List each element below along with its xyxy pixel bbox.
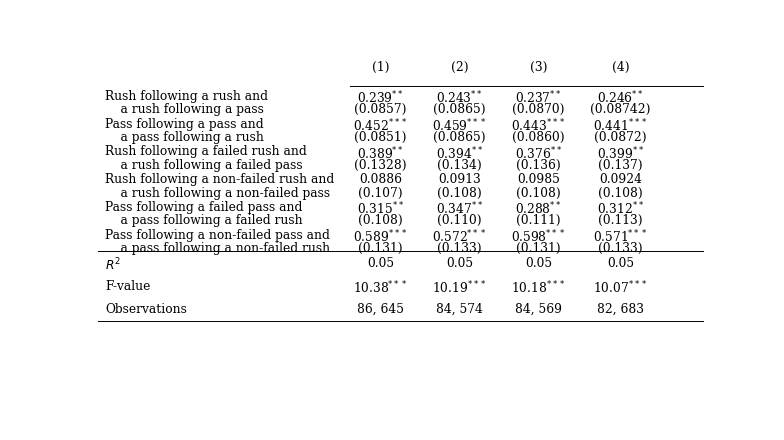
Text: Pass following a non-failed pass and: Pass following a non-failed pass and (105, 229, 330, 242)
Text: 0.571$^{***}$: 0.571$^{***}$ (593, 229, 648, 245)
Text: Rush following a failed rush and: Rush following a failed rush and (105, 145, 307, 158)
Text: 10.18$^{***}$: 10.18$^{***}$ (511, 279, 566, 296)
Text: (0.0865): (0.0865) (434, 131, 486, 144)
Text: (0.08742): (0.08742) (590, 103, 651, 116)
Text: (0.0872): (0.0872) (594, 131, 647, 144)
Text: (0.131): (0.131) (358, 242, 403, 255)
Text: 0.389$^{**}$: 0.389$^{**}$ (357, 145, 404, 162)
Text: (0.0851): (0.0851) (354, 131, 407, 144)
Text: 10.07$^{***}$: 10.07$^{***}$ (593, 279, 648, 296)
Text: Pass following a pass and: Pass following a pass and (105, 117, 264, 131)
Text: a rush following a failed pass: a rush following a failed pass (105, 159, 303, 172)
Text: (0.1328): (0.1328) (354, 159, 407, 172)
Text: 0.246$^{**}$: 0.246$^{**}$ (597, 90, 644, 106)
Text: (0.0857): (0.0857) (354, 103, 407, 116)
Text: 0.237$^{**}$: 0.237$^{**}$ (515, 90, 562, 106)
Text: (0.133): (0.133) (437, 242, 482, 255)
Text: (0.107): (0.107) (358, 187, 403, 200)
Text: (4): (4) (612, 61, 630, 74)
Text: 0.288$^{**}$: 0.288$^{**}$ (515, 201, 562, 217)
Text: (0.136): (0.136) (516, 159, 561, 172)
Text: 0.572$^{***}$: 0.572$^{***}$ (432, 229, 487, 245)
Text: (0.113): (0.113) (598, 214, 643, 227)
Text: (0.108): (0.108) (516, 187, 561, 200)
Text: 0.441$^{***}$: 0.441$^{***}$ (593, 117, 648, 134)
Text: 0.239$^{**}$: 0.239$^{**}$ (358, 90, 404, 106)
Text: a rush following a non-failed pass: a rush following a non-failed pass (105, 187, 330, 200)
Text: (0.0870): (0.0870) (512, 103, 564, 116)
Text: (0.108): (0.108) (437, 187, 482, 200)
Text: (0.137): (0.137) (598, 159, 643, 172)
Text: 10.38$^{***}$: 10.38$^{***}$ (354, 279, 408, 296)
Text: (3): (3) (530, 61, 547, 74)
Text: Rush following a non-failed rush and: Rush following a non-failed rush and (105, 173, 335, 186)
Text: 0.315$^{**}$: 0.315$^{**}$ (357, 201, 404, 217)
Text: a pass following a failed rush: a pass following a failed rush (105, 214, 303, 227)
Text: (0.108): (0.108) (598, 187, 643, 200)
Text: (0.108): (0.108) (358, 214, 403, 227)
Text: 0.243$^{**}$: 0.243$^{**}$ (436, 90, 483, 106)
Text: 0.312$^{**}$: 0.312$^{**}$ (597, 201, 644, 217)
Text: 84, 574: 84, 574 (436, 303, 483, 315)
Text: 0.0886: 0.0886 (359, 173, 402, 186)
Text: 84, 569: 84, 569 (515, 303, 562, 315)
Text: (0.131): (0.131) (516, 242, 561, 255)
Text: 0.399$^{**}$: 0.399$^{**}$ (597, 145, 644, 162)
Text: 0.05: 0.05 (367, 257, 394, 270)
Text: 0.459$^{***}$: 0.459$^{***}$ (432, 117, 487, 134)
Text: 82, 683: 82, 683 (597, 303, 644, 315)
Text: 0.05: 0.05 (607, 257, 634, 270)
Text: 0.347$^{**}$: 0.347$^{**}$ (436, 201, 483, 217)
Text: 86, 645: 86, 645 (357, 303, 404, 315)
Text: (0.133): (0.133) (598, 242, 643, 255)
Text: a pass following a non-failed rush: a pass following a non-failed rush (105, 242, 330, 255)
Text: 0.394$^{**}$: 0.394$^{**}$ (436, 145, 483, 162)
Text: (1): (1) (372, 61, 390, 74)
Text: (0.110): (0.110) (437, 214, 482, 227)
Text: a rush following a pass: a rush following a pass (105, 103, 264, 116)
Text: $R^2$: $R^2$ (105, 257, 121, 273)
Text: (0.0865): (0.0865) (434, 103, 486, 116)
Text: F-value: F-value (105, 279, 151, 293)
Text: 10.19$^{***}$: 10.19$^{***}$ (432, 279, 487, 296)
Text: Rush following a rush and: Rush following a rush and (105, 90, 268, 103)
Text: 0.598$^{***}$: 0.598$^{***}$ (511, 229, 566, 245)
Text: (0.0860): (0.0860) (512, 131, 564, 144)
Text: 0.0913: 0.0913 (438, 173, 481, 186)
Text: a pass following a rush: a pass following a rush (105, 131, 264, 144)
Text: (0.111): (0.111) (516, 214, 561, 227)
Text: Pass following a failed pass and: Pass following a failed pass and (105, 201, 303, 214)
Text: (0.134): (0.134) (437, 159, 482, 172)
Text: 0.443$^{***}$: 0.443$^{***}$ (511, 117, 566, 134)
Text: (2): (2) (451, 61, 468, 74)
Text: Observations: Observations (105, 303, 187, 315)
Text: 0.589$^{***}$: 0.589$^{***}$ (353, 229, 408, 245)
Text: 0.376$^{**}$: 0.376$^{**}$ (515, 145, 562, 162)
Text: 0.0985: 0.0985 (517, 173, 560, 186)
Text: 0.452$^{***}$: 0.452$^{***}$ (353, 117, 408, 134)
Text: 0.05: 0.05 (446, 257, 473, 270)
Text: 0.0924: 0.0924 (599, 173, 642, 186)
Text: 0.05: 0.05 (525, 257, 552, 270)
